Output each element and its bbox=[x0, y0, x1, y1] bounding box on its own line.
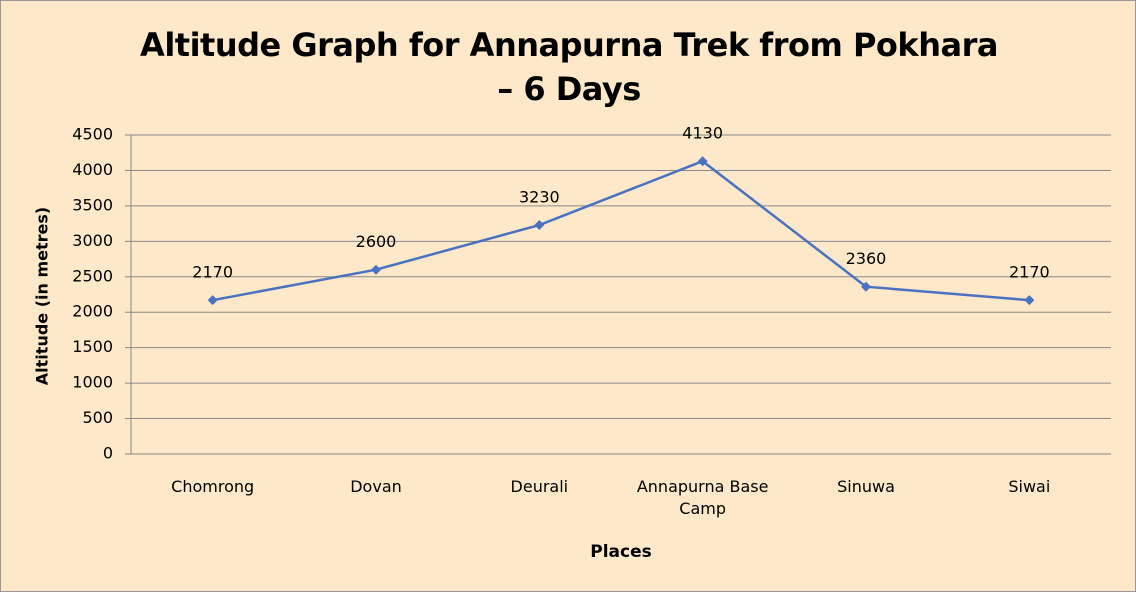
y-tick-label: 500 bbox=[82, 408, 113, 427]
data-label: 4130 bbox=[682, 124, 723, 143]
data-label: 2170 bbox=[1009, 263, 1050, 282]
marker bbox=[1024, 295, 1035, 306]
marker bbox=[207, 295, 218, 306]
marker bbox=[534, 220, 545, 231]
y-tick-label: 3500 bbox=[72, 195, 113, 214]
data-label: 2600 bbox=[356, 232, 397, 251]
chart-title: Altitude Graph for Annapurna Trek from P… bbox=[140, 26, 998, 108]
y-tick-label: 4500 bbox=[72, 125, 113, 144]
y-tick-label: 1500 bbox=[72, 337, 113, 356]
marker bbox=[697, 156, 708, 167]
y-tick-label: 2500 bbox=[72, 266, 113, 285]
x-tick-label: Deurali bbox=[510, 477, 569, 496]
y-tick-label: 2000 bbox=[72, 302, 113, 321]
x-tick-label: Siwai bbox=[1008, 477, 1051, 496]
x-tick-label: Sinuwa bbox=[837, 477, 895, 496]
line bbox=[212, 159, 1030, 302]
x-tick-label: Annapurna Base Camp bbox=[636, 477, 769, 518]
y-tick-label: 3000 bbox=[72, 231, 113, 250]
data-label: 2170 bbox=[192, 263, 233, 282]
x-axis-title: Places bbox=[590, 542, 652, 562]
marker bbox=[861, 281, 871, 292]
y-tick-label: 1000 bbox=[72, 373, 113, 392]
data-label: 2360 bbox=[846, 249, 887, 268]
marker bbox=[371, 264, 381, 275]
y-axis-title: Altitude (in metres) bbox=[33, 207, 52, 385]
y-tick-label: 0 bbox=[103, 444, 113, 463]
data-label: 3230 bbox=[519, 188, 560, 207]
x-tick-label: Dovan bbox=[350, 477, 402, 496]
y-tick-label: 4000 bbox=[72, 160, 113, 179]
x-tick-label: Chomrong bbox=[171, 477, 255, 496]
